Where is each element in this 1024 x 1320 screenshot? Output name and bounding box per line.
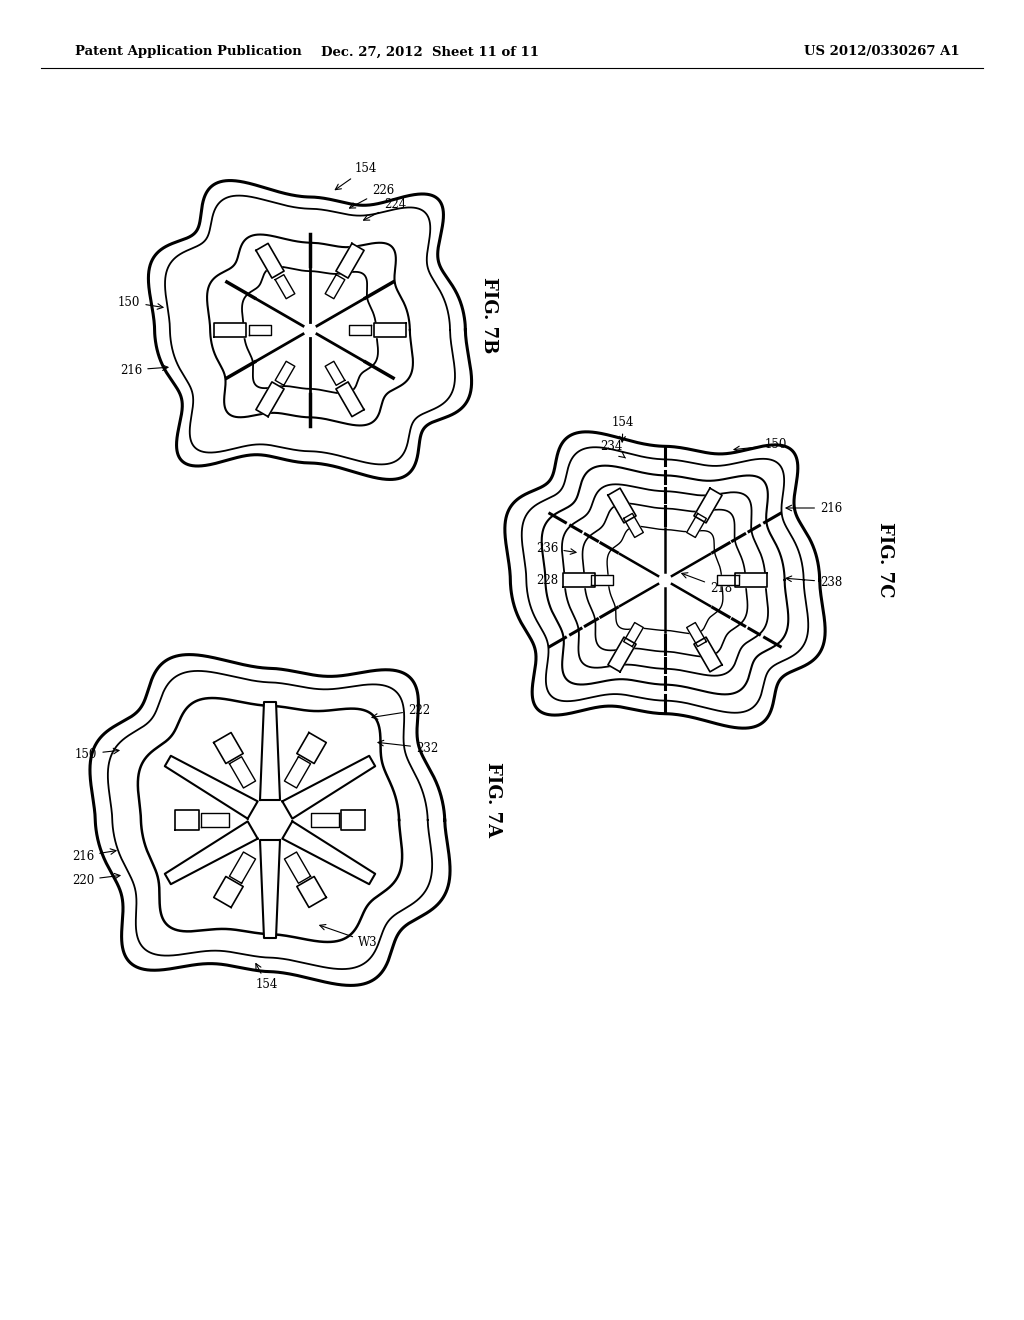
Text: 216: 216: [120, 363, 168, 376]
Text: 228: 228: [536, 573, 580, 586]
Text: 236: 236: [536, 541, 577, 554]
Text: W3: W3: [319, 924, 378, 949]
Polygon shape: [285, 851, 310, 883]
Text: 150: 150: [118, 296, 163, 309]
Text: FIG. 7A: FIG. 7A: [484, 763, 502, 838]
Polygon shape: [505, 432, 825, 729]
Polygon shape: [349, 325, 371, 335]
Text: Dec. 27, 2012  Sheet 11 of 11: Dec. 27, 2012 Sheet 11 of 11: [321, 45, 539, 58]
Polygon shape: [214, 733, 243, 763]
Polygon shape: [256, 381, 284, 417]
Text: 216: 216: [72, 849, 116, 862]
Text: 154: 154: [335, 161, 378, 190]
Polygon shape: [563, 573, 595, 587]
Polygon shape: [214, 876, 243, 907]
Polygon shape: [687, 623, 707, 647]
Polygon shape: [229, 756, 256, 788]
Polygon shape: [285, 756, 310, 788]
Text: Patent Application Publication: Patent Application Publication: [75, 45, 302, 58]
Polygon shape: [694, 638, 722, 672]
Text: 154: 154: [612, 416, 635, 442]
Polygon shape: [341, 810, 366, 830]
Polygon shape: [336, 381, 365, 417]
Polygon shape: [326, 362, 345, 385]
Polygon shape: [283, 756, 375, 818]
Text: 218: 218: [682, 573, 732, 594]
Polygon shape: [297, 876, 327, 907]
Polygon shape: [735, 573, 767, 587]
Polygon shape: [336, 243, 365, 279]
Text: 234: 234: [600, 441, 626, 458]
Text: 238: 238: [786, 576, 843, 589]
Polygon shape: [591, 576, 613, 585]
Polygon shape: [687, 513, 707, 537]
Polygon shape: [214, 323, 246, 337]
Polygon shape: [374, 323, 406, 337]
Polygon shape: [275, 362, 295, 385]
Polygon shape: [201, 813, 229, 828]
Text: 232: 232: [378, 741, 438, 755]
Text: 222: 222: [372, 704, 430, 719]
Text: 216: 216: [786, 502, 843, 515]
Text: 220: 220: [72, 874, 120, 887]
Polygon shape: [229, 851, 256, 883]
Polygon shape: [608, 488, 636, 523]
Polygon shape: [311, 813, 339, 828]
Text: 150: 150: [75, 747, 119, 760]
Polygon shape: [249, 325, 271, 335]
Polygon shape: [624, 513, 643, 537]
Text: FIG. 7B: FIG. 7B: [480, 277, 498, 354]
Polygon shape: [148, 181, 472, 479]
Polygon shape: [256, 243, 284, 279]
Polygon shape: [297, 733, 327, 763]
Text: 150: 150: [734, 438, 787, 451]
Text: 226: 226: [349, 183, 394, 209]
Polygon shape: [90, 655, 450, 986]
Polygon shape: [283, 821, 375, 884]
Polygon shape: [717, 576, 739, 585]
Polygon shape: [260, 840, 280, 939]
Polygon shape: [165, 756, 258, 818]
Polygon shape: [275, 275, 295, 298]
Polygon shape: [624, 623, 643, 647]
Text: US 2012/0330267 A1: US 2012/0330267 A1: [805, 45, 961, 58]
Polygon shape: [165, 821, 258, 884]
Text: 154: 154: [256, 964, 279, 991]
Text: 224: 224: [364, 198, 407, 220]
Text: FIG. 7C: FIG. 7C: [876, 523, 894, 598]
Polygon shape: [326, 275, 345, 298]
Polygon shape: [694, 488, 722, 523]
Polygon shape: [260, 702, 280, 800]
Polygon shape: [608, 638, 636, 672]
Polygon shape: [175, 810, 199, 830]
